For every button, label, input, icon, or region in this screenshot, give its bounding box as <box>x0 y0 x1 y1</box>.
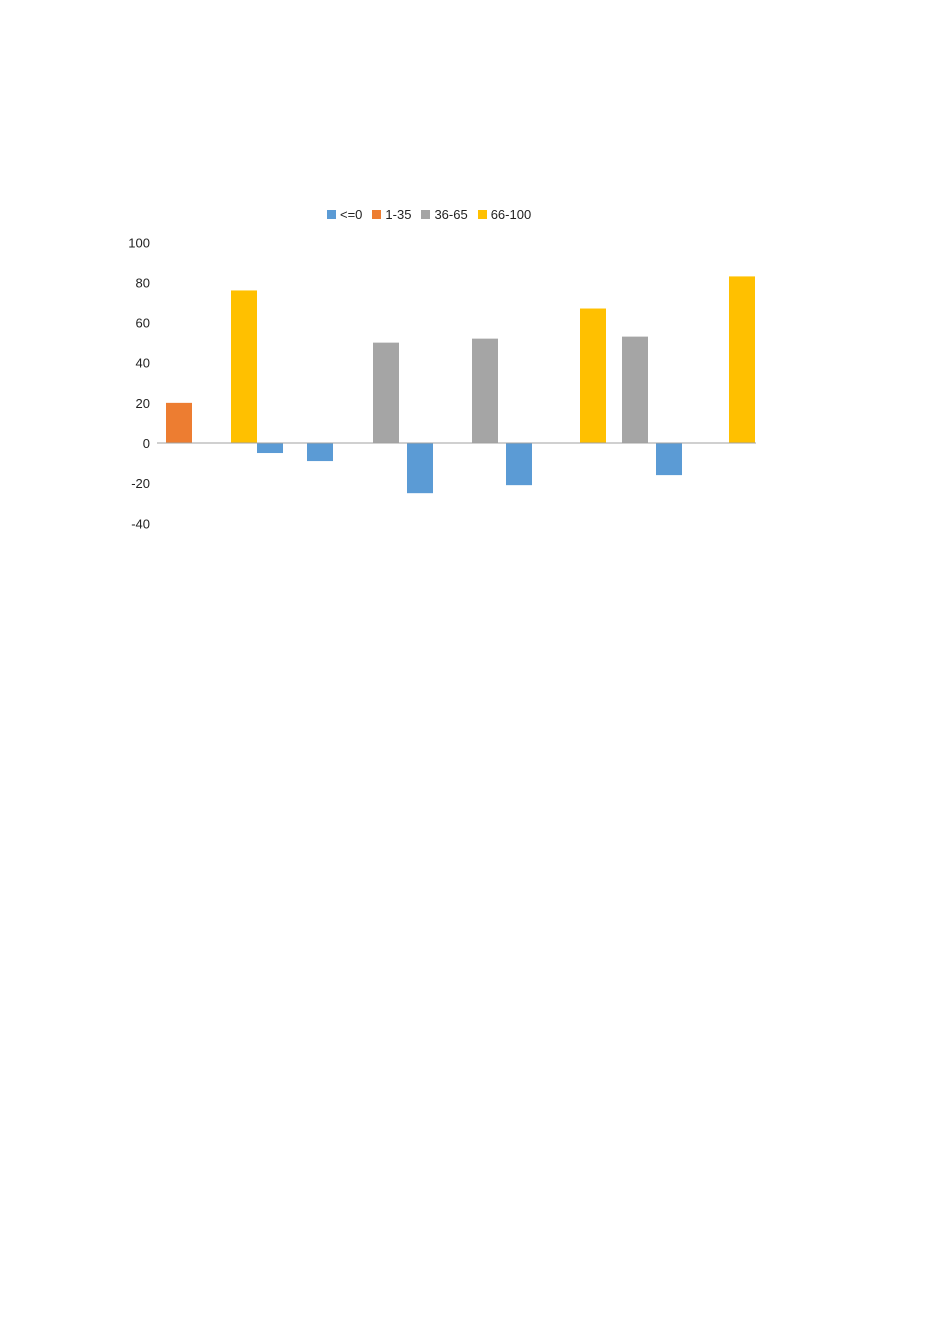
legend-swatch <box>421 210 431 219</box>
legend-item-36-65: 36-65 <box>421 207 468 222</box>
bar-4 <box>307 443 333 462</box>
legend-item-le0: <=0 <box>327 207 362 222</box>
legend-label: 36-65 <box>434 207 468 222</box>
legend-swatch <box>477 210 487 219</box>
legend-label: <=0 <box>340 207 363 222</box>
legend-swatch <box>327 210 336 219</box>
y-tick-label: 60 <box>136 316 150 331</box>
y-tick-label: -20 <box>131 476 150 491</box>
bar-1 <box>166 402 192 443</box>
bar-chart: 100 80 60 40 20 0 -20 -40 <box>128 235 756 531</box>
legend-item-1-35: 1-35 <box>372 207 411 222</box>
bar-5 <box>373 342 399 443</box>
bar-2 <box>231 290 257 443</box>
bar-6 <box>407 443 433 494</box>
y-tick-label: 80 <box>136 275 150 290</box>
y-tick-label: -40 <box>131 516 150 531</box>
bar-9 <box>580 308 606 443</box>
legend-item-66-100: 66-100 <box>477 207 532 222</box>
y-tick-label: 100 <box>128 235 150 250</box>
legend-swatch <box>372 210 382 219</box>
bar-10 <box>622 336 648 443</box>
legend-label: 66-100 <box>490 207 532 222</box>
y-tick-label: 20 <box>136 396 150 411</box>
bar-11 <box>656 443 682 476</box>
bar-3 <box>257 443 283 454</box>
legend: <=0 1-35 36-65 66-100 <box>327 207 531 222</box>
legend-label: 1-35 <box>385 207 412 222</box>
bar-8 <box>506 443 532 486</box>
y-tick-label: 0 <box>143 436 150 451</box>
bar-12 <box>729 276 755 443</box>
y-tick-label: 40 <box>136 356 150 371</box>
bar-7 <box>472 338 498 443</box>
